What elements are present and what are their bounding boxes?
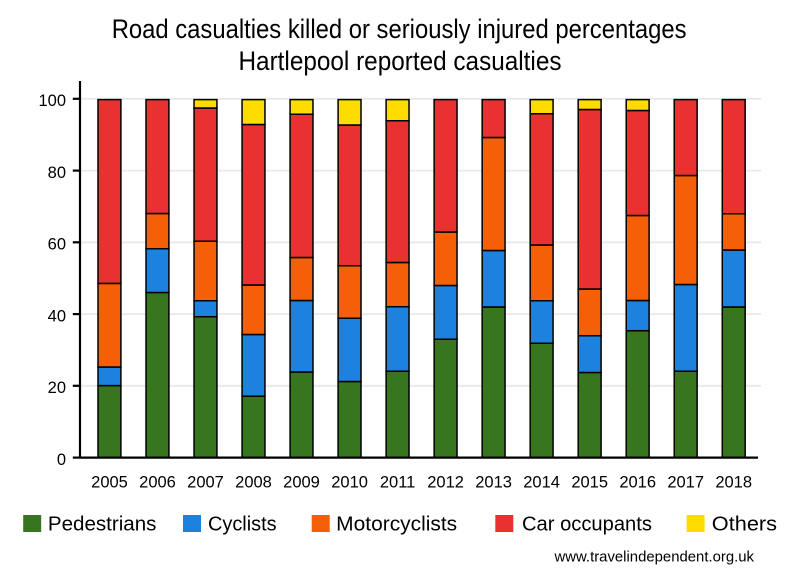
svg-text:Motorcyclists: Motorcyclists [336, 514, 457, 536]
svg-text:0: 0 [57, 451, 66, 469]
svg-text:Road casualties killed or seri: Road casualties killed or seriously inju… [112, 14, 687, 44]
svg-text:www.travelindependent.org.uk: www.travelindependent.org.uk [554, 549, 755, 566]
svg-text:2006: 2006 [139, 474, 176, 492]
svg-text:Others: Others [712, 514, 777, 536]
svg-text:2017: 2017 [667, 474, 704, 492]
svg-text:2005: 2005 [91, 474, 128, 492]
svg-text:2011: 2011 [380, 474, 415, 492]
svg-text:2013: 2013 [475, 474, 512, 492]
svg-text:Car occupants: Car occupants [522, 514, 652, 536]
svg-text:2015: 2015 [571, 474, 608, 492]
svg-text:2010: 2010 [331, 474, 368, 492]
svg-text:2009: 2009 [283, 474, 320, 492]
svg-text:40: 40 [48, 308, 66, 326]
svg-text:Hartlepool reported casualties: Hartlepool reported casualties [239, 46, 562, 76]
svg-text:60: 60 [48, 236, 66, 254]
svg-text:2008: 2008 [235, 474, 272, 492]
svg-text:2012: 2012 [427, 474, 464, 492]
svg-text:2018: 2018 [715, 474, 752, 492]
svg-text:20: 20 [48, 379, 66, 397]
svg-text:2016: 2016 [619, 474, 656, 492]
svg-text:Pedestrians: Pedestrians [48, 514, 157, 536]
svg-text:2007: 2007 [187, 474, 224, 492]
svg-text:Cyclists: Cyclists [208, 514, 277, 536]
svg-text:80: 80 [48, 164, 66, 182]
svg-text:100: 100 [38, 92, 66, 110]
svg-text:2014: 2014 [523, 474, 560, 492]
